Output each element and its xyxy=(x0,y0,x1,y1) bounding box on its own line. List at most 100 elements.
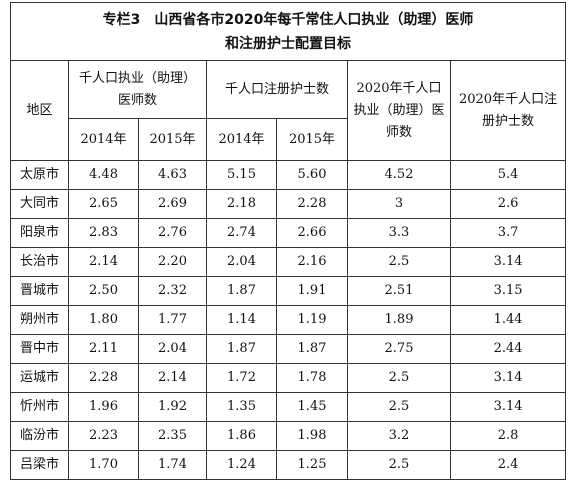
title-line: 专栏3 山西省各市2020年每千常住人口执业（助理）医师 xyxy=(102,11,474,28)
value-cell: 1.92 xyxy=(138,392,207,422)
value-cell: 3.2 xyxy=(347,421,451,451)
header-cell: 2014年 xyxy=(68,118,139,161)
value-cell: 2.4 xyxy=(449,450,567,480)
value-cell: 1.80 xyxy=(68,305,139,335)
title-row: 专栏3 山西省各市2020年每千常住人口执业（助理）医师 和注册护士配置目标 xyxy=(9,2,567,61)
value-cell: 1.87 xyxy=(206,276,277,306)
value-cell: 1.98 xyxy=(276,421,348,451)
value-cell: 2.20 xyxy=(138,247,207,277)
value-cell: 2.5 xyxy=(347,450,451,480)
value-cell: 1.24 xyxy=(206,450,277,480)
value-cell: 2.04 xyxy=(206,247,277,277)
data-row: 晋中市 2.11 2.04 1.87 1.87 2.75 2.44 xyxy=(10,334,567,364)
header-cell: 千人口执业（助理）医师数 xyxy=(68,60,207,119)
header-cell: 2015年 xyxy=(138,118,207,161)
city-cell: 晋城市 xyxy=(10,276,69,306)
value-cell: 2.8 xyxy=(449,421,567,451)
header-cell: 2020年千人口执业（助理）医师数 xyxy=(347,60,451,161)
value-cell: 2.23 xyxy=(68,421,139,451)
city-cell: 运城市 xyxy=(10,363,69,393)
value-cell: 1.89 xyxy=(347,305,451,335)
value-cell: 2.74 xyxy=(206,218,277,248)
data-row: 运城市 2.28 2.14 1.72 1.78 2.5 3.14 xyxy=(10,363,567,393)
value-cell: 1.44 xyxy=(449,305,567,335)
value-cell: 2.16 xyxy=(276,247,348,277)
value-cell: 1.86 xyxy=(206,421,277,451)
value-cell: 1.35 xyxy=(206,392,277,422)
data-row: 晋城市 2.50 2.32 1.87 1.91 2.51 3.15 xyxy=(10,276,567,306)
value-cell: 3.7 xyxy=(449,218,567,248)
value-cell: 5.60 xyxy=(276,160,348,190)
value-cell: 1.45 xyxy=(276,392,348,422)
value-cell: 2.11 xyxy=(68,334,139,364)
value-cell: 2.50 xyxy=(68,276,139,306)
value-cell: 3.15 xyxy=(449,276,567,306)
city-cell: 忻州市 xyxy=(10,392,69,422)
data-row: 大同市 2.65 2.69 2.18 2.28 3 2.6 xyxy=(10,189,567,219)
value-cell: 2.04 xyxy=(138,334,207,364)
value-cell: 2.69 xyxy=(138,189,207,219)
value-cell: 2.6 xyxy=(449,189,567,219)
city-cell: 临汾市 xyxy=(10,421,69,451)
city-cell: 朔州市 xyxy=(10,305,69,335)
value-cell: 4.48 xyxy=(68,160,139,190)
value-cell: 1.19 xyxy=(276,305,348,335)
city-cell: 阳泉市 xyxy=(10,218,69,248)
value-cell: 1.72 xyxy=(206,363,277,393)
value-cell: 2.5 xyxy=(347,363,451,393)
value-cell: 5.15 xyxy=(206,160,277,190)
value-cell: 1.96 xyxy=(68,392,139,422)
value-cell: 1.70 xyxy=(68,450,139,480)
value-cell: 1.25 xyxy=(276,450,348,480)
value-cell: 1.78 xyxy=(276,363,348,393)
value-cell: 2.28 xyxy=(68,363,139,393)
data-row: 朔州市 1.80 1.77 1.14 1.19 1.89 1.44 xyxy=(10,305,567,335)
value-cell: 2.83 xyxy=(68,218,139,248)
value-cell: 1.91 xyxy=(276,276,348,306)
value-cell: 2.75 xyxy=(347,334,451,364)
value-cell: 3 xyxy=(347,189,451,219)
data-row: 忻州市 1.96 1.92 1.35 1.45 2.5 3.14 xyxy=(10,392,567,422)
data-row: 吕梁市 1.70 1.74 1.24 1.25 2.5 2.4 xyxy=(10,450,567,480)
value-cell: 3.14 xyxy=(449,247,567,277)
value-cell: 2.18 xyxy=(206,189,277,219)
value-cell: 3.3 xyxy=(347,218,451,248)
title-line: 和注册护士配置目标 xyxy=(225,35,352,52)
value-cell: 2.5 xyxy=(347,392,451,422)
table: 专栏3 山西省各市2020年每千常住人口执业（助理）医师 和注册护士配置目标 地… xyxy=(9,2,567,480)
data-row: 长治市 2.14 2.20 2.04 2.16 2.5 3.14 xyxy=(10,247,567,277)
header-cell: 地区 xyxy=(10,60,69,161)
city-cell: 长治市 xyxy=(10,247,69,277)
city-cell: 大同市 xyxy=(10,189,69,219)
value-cell: 2.66 xyxy=(276,218,348,248)
header-cell: 2014年 xyxy=(206,118,277,161)
value-cell: 1.77 xyxy=(138,305,207,335)
value-cell: 1.74 xyxy=(138,450,207,480)
value-cell: 2.35 xyxy=(138,421,207,451)
value-cell: 1.14 xyxy=(206,305,277,335)
value-cell: 2.14 xyxy=(68,247,139,277)
value-cell: 1.87 xyxy=(276,334,348,364)
header-cell: 2020年千人口注册护士数 xyxy=(449,60,567,161)
header-row: 地区 千人口执业（助理）医师数 千人口注册护士数 2020年千人口执业（助理）医… xyxy=(10,60,567,161)
value-cell: 3.14 xyxy=(449,363,567,393)
city-cell: 晋中市 xyxy=(10,334,69,364)
value-cell: 4.63 xyxy=(138,160,207,190)
data-row: 阳泉市 2.83 2.76 2.74 2.66 3.3 3.7 xyxy=(10,218,567,248)
value-cell: 2.44 xyxy=(449,334,567,364)
city-cell: 吕梁市 xyxy=(10,450,69,480)
value-cell: 3.14 xyxy=(449,392,567,422)
value-cell: 2.28 xyxy=(276,189,348,219)
value-cell: 2.51 xyxy=(347,276,451,306)
value-cell: 1.87 xyxy=(206,334,277,364)
header-row: 2014年 2015年 2014年 2015年 xyxy=(11,118,566,161)
city-cell: 太原市 xyxy=(10,160,69,190)
title-cell: 专栏3 山西省各市2020年每千常住人口执业（助理）医师 和注册护士配置目标 xyxy=(9,2,567,61)
value-cell: 4.52 xyxy=(347,160,451,190)
data-row: 太原市 4.48 4.63 5.15 5.60 4.52 5.4 xyxy=(10,160,567,190)
value-cell: 2.65 xyxy=(68,189,139,219)
value-cell: 2.76 xyxy=(138,218,207,248)
header-cell: 千人口注册护士数 xyxy=(206,60,348,119)
value-cell: 2.14 xyxy=(138,363,207,393)
